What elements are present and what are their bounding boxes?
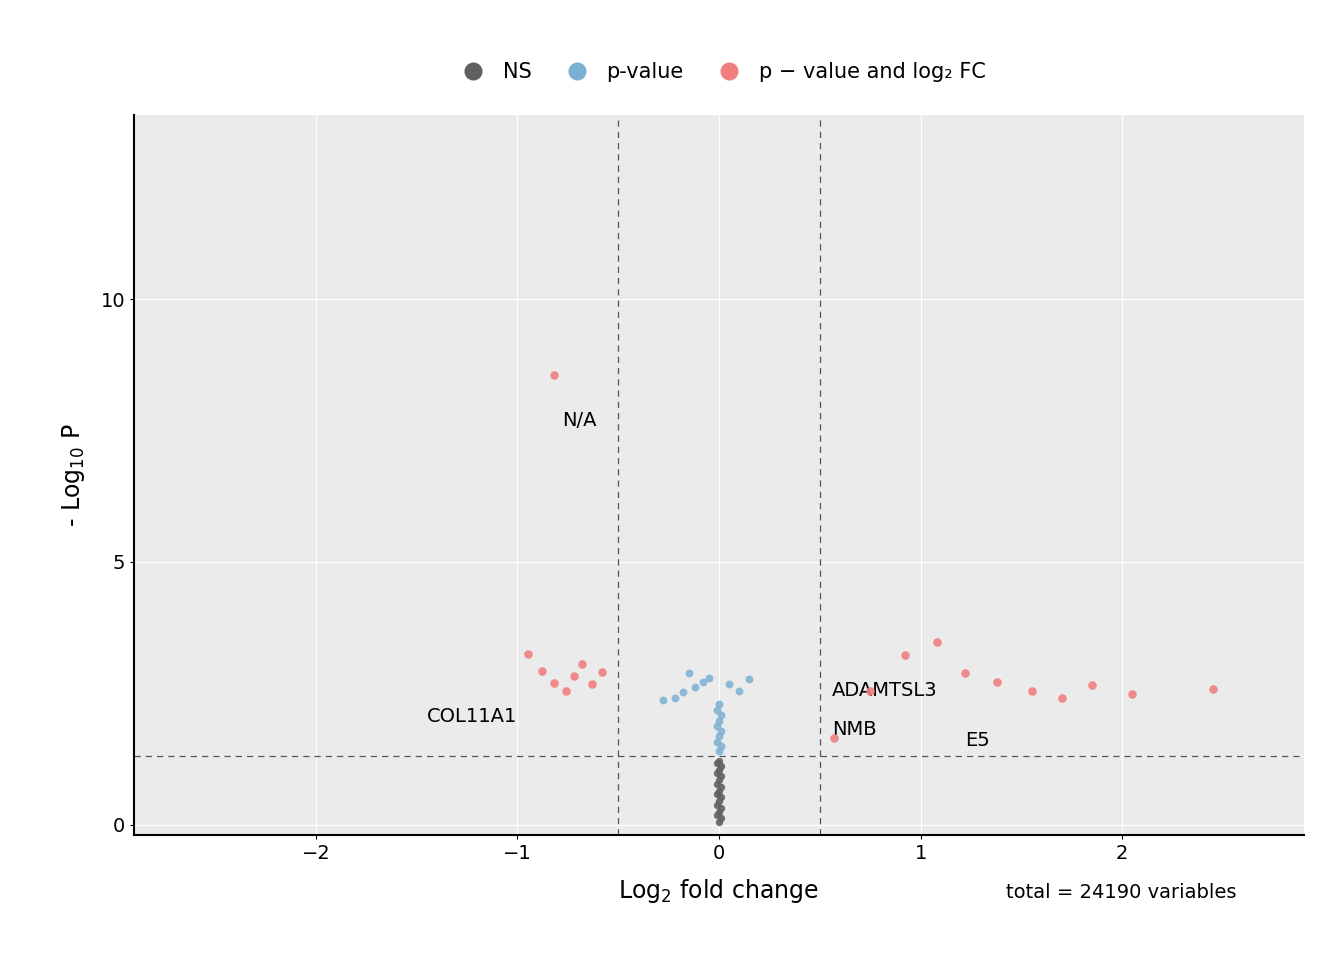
Point (531, 663, 552, 679)
Point (1121, 686, 1142, 702)
Point (581, 676, 602, 691)
Point (516, 646, 538, 661)
Point (543, 675, 564, 690)
Point (739, 671, 761, 686)
Point (692, 674, 714, 689)
Point (664, 690, 685, 706)
Text: ADAMTSL3: ADAMTSL3 (832, 682, 938, 700)
Point (1202, 682, 1223, 697)
Point (986, 674, 1008, 689)
Point (684, 680, 706, 695)
Point (708, 729, 730, 744)
Point (1081, 678, 1102, 693)
Text: COL11A1: COL11A1 (426, 708, 517, 727)
Point (708, 814, 730, 829)
Point (823, 731, 844, 746)
Point (710, 810, 731, 826)
Point (707, 703, 728, 718)
Text: E5: E5 (965, 732, 989, 750)
X-axis label: Log$_2$ fold change: Log$_2$ fold change (618, 877, 820, 905)
Point (1021, 683, 1043, 698)
Point (710, 724, 731, 739)
Point (652, 692, 673, 708)
Point (894, 648, 915, 663)
Point (707, 734, 728, 750)
Point (707, 755, 728, 770)
Point (708, 773, 730, 788)
Point (707, 807, 728, 823)
Point (677, 665, 699, 681)
Point (708, 762, 730, 778)
Point (571, 657, 593, 672)
Y-axis label: - Log$_{10}$ P: - Log$_{10}$ P (60, 423, 87, 527)
Point (860, 683, 882, 698)
Point (728, 683, 750, 698)
Point (707, 776, 728, 791)
Point (707, 765, 728, 780)
Point (708, 696, 730, 711)
Point (707, 718, 728, 733)
Point (954, 665, 976, 681)
Legend: NS, p-value, p − value and log₂ FC: NS, p-value, p − value and log₂ FC (445, 54, 993, 90)
Point (708, 753, 730, 768)
Point (708, 782, 730, 798)
Point (707, 786, 728, 802)
Point (718, 676, 739, 691)
Point (1051, 690, 1073, 706)
Point (710, 780, 731, 795)
Point (708, 793, 730, 808)
Point (710, 708, 731, 723)
Point (698, 670, 719, 685)
Text: NMB: NMB (832, 720, 876, 738)
Point (708, 713, 730, 729)
Point (710, 801, 731, 816)
Point (710, 790, 731, 805)
Point (708, 743, 730, 758)
Text: total = 24190 variables: total = 24190 variables (1005, 883, 1236, 902)
Point (707, 797, 728, 812)
Point (543, 368, 564, 383)
Point (710, 738, 731, 754)
Point (672, 684, 694, 700)
Text: N/A: N/A (562, 411, 597, 429)
Point (708, 804, 730, 819)
Point (926, 635, 948, 650)
Point (710, 769, 731, 784)
Point (710, 758, 731, 774)
Point (563, 669, 585, 684)
Point (591, 664, 613, 680)
Point (555, 683, 577, 698)
